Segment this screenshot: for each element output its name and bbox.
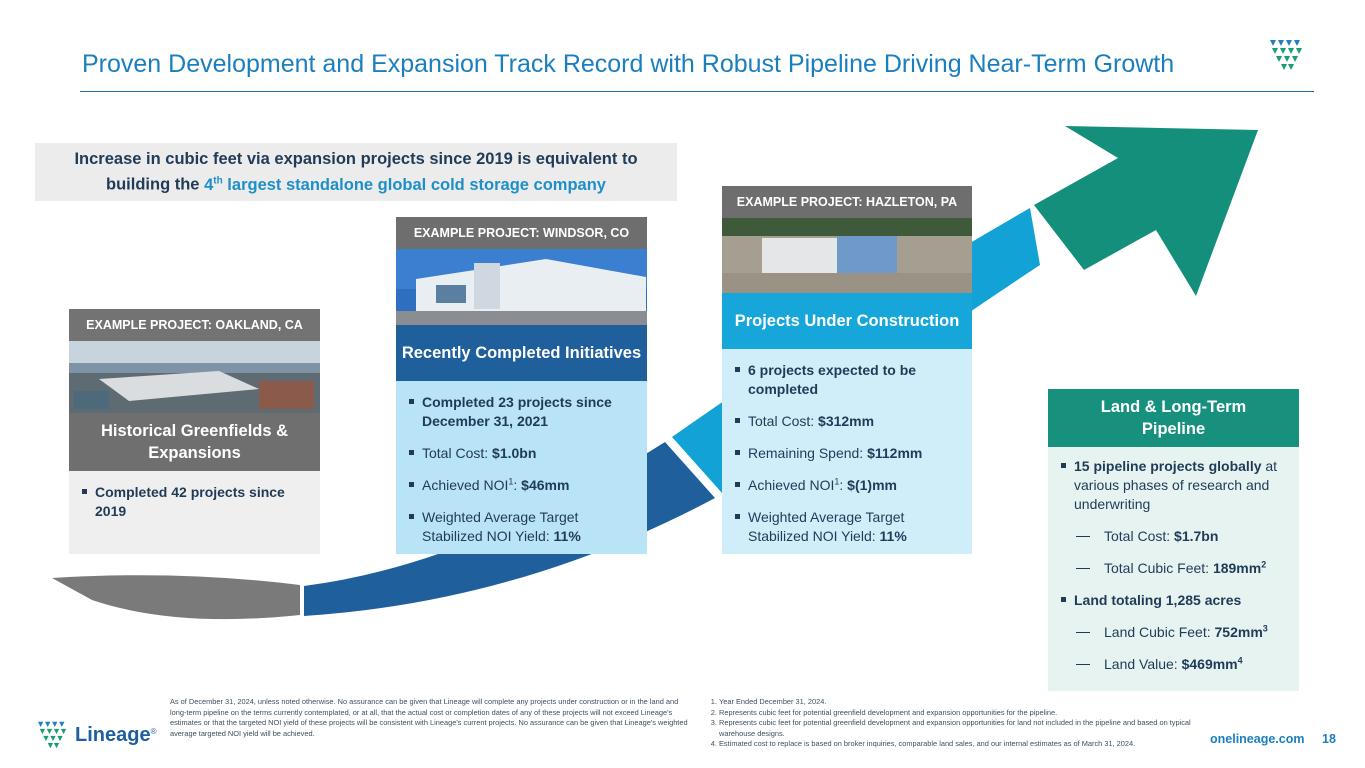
page-number: 18: [1322, 732, 1336, 746]
bullet-label: Total Cost:: [422, 445, 493, 461]
project-label-hazleton: EXAMPLE PROJECT: HAZLETON, PA: [722, 186, 972, 218]
stage-panel-construction: 6 projects expected to be completed Tota…: [722, 349, 972, 554]
bullet-item: 15 pipeline projects globally at various…: [1060, 457, 1285, 514]
footnote-item: Year Ended December 31, 2024.: [719, 697, 1197, 708]
bullet-text: Completed 42 projects since 2019: [95, 484, 285, 519]
footnote-ref: 3: [1262, 623, 1268, 634]
arrow-segment-teal: [1034, 126, 1258, 296]
bullet-item: Total Cost: $1.0bn: [408, 444, 633, 463]
footnote-ref: 2: [1261, 559, 1267, 570]
callout-highlight-text: largest standalone global cold storage c…: [222, 175, 606, 194]
footnote-ref: 1: [508, 476, 514, 487]
stage-head-historical: Historical Greenfields & Expansions: [69, 413, 320, 471]
bullet-value: $1.0bn: [492, 445, 537, 461]
stage-head-land: Land & Long-Term Pipeline: [1048, 389, 1299, 447]
lineage-logo-icon: [38, 721, 67, 749]
bullet-item: 6 projects expected to be completed: [734, 361, 958, 399]
title-divider: [80, 91, 1314, 92]
windsor-photo: [396, 249, 647, 325]
arrow-segment-gray: [52, 575, 300, 620]
project-label-oakland: EXAMPLE PROJECT: OAKLAND, CA: [69, 309, 320, 341]
footnote-item: Represents cubic feet for potential gree…: [719, 718, 1197, 739]
bullet-value: $469mm: [1181, 656, 1238, 672]
disclaimer-text: As of December 31, 2024, unless noted ot…: [170, 697, 688, 738]
callout-rank-suffix: th: [213, 175, 223, 187]
bullet-text: 15 pipeline projects globally: [1074, 458, 1262, 474]
bullet-item: Land totaling 1,285 acres: [1060, 591, 1285, 610]
sub-bullet-item: Land Cubic Feet: 752mm3: [1060, 623, 1285, 642]
bullet-item: Achieved NOI1: $46mm: [408, 476, 633, 495]
page-title: Proven Development and Expansion Track R…: [82, 50, 1175, 78]
bullet-text: Land totaling 1,285 acres: [1074, 592, 1242, 608]
footer-logo: Lineage ®: [36, 720, 156, 750]
logo-registered-mark: ®: [150, 726, 157, 736]
bullet-value: $312mm: [818, 413, 875, 429]
bullet-label: :: [839, 477, 848, 493]
oakland-photo: [69, 341, 320, 413]
stage-head-recent: Recently Completed Initiatives: [396, 325, 647, 381]
bullet-label: Land Value:: [1104, 656, 1182, 672]
bullet-item: Achieved NOI1: $(1)mm: [734, 476, 958, 495]
bullet-label: at various phases of research and underw…: [1074, 458, 1278, 512]
bullet-label: Remaining Spend:: [748, 445, 868, 461]
bullet-label: Land Cubic Feet:: [1104, 624, 1215, 640]
bullet-label: Total Cubic Feet:: [1104, 560, 1213, 576]
bullet-value: $(1)mm: [847, 477, 897, 493]
stage-panel-recent: Completed 23 projects since December 31,…: [396, 381, 647, 554]
bullet-value: 11%: [553, 528, 581, 544]
bullet-text: 6 projects expected to be completed: [748, 362, 917, 397]
stage-panel-historical: Completed 42 projects since 2019: [69, 471, 320, 554]
website-link[interactable]: onelineage.com: [1210, 732, 1305, 746]
callout-line-1: Increase in cubic feet via expansion pro…: [74, 150, 638, 169]
bullet-value: $1.7bn: [1174, 528, 1219, 544]
bullet-label: Achieved NOI: [422, 477, 509, 493]
stage-head-construction: Projects Under Construction: [722, 293, 972, 349]
bullet-value: 189mm: [1212, 560, 1262, 576]
project-label-windsor: EXAMPLE PROJECT: WINDSOR, CO: [396, 217, 647, 249]
logo-wordmark: Lineage: [75, 723, 151, 746]
hazleton-photo: [722, 218, 972, 293]
bullet-label: Weighted Average Target Stabilized NOI Y…: [748, 509, 905, 544]
sub-bullet-item: Total Cubic Feet: 189mm2: [1060, 559, 1285, 578]
footnote-item: Represents cubic feet for potential gree…: [719, 708, 1197, 719]
summary-callout: Increase in cubic feet via expansion pro…: [35, 143, 677, 201]
stage-panel-land: 15 pipeline projects globally at various…: [1048, 447, 1299, 691]
bullet-item: Completed 23 projects since December 31,…: [408, 393, 633, 431]
bullet-label: Weighted Average Target Stabilized NOI Y…: [422, 509, 579, 544]
callout-rank: 4: [204, 175, 214, 194]
lineage-shield-icon: [1270, 40, 1302, 70]
bullet-text: Completed 23 projects since December 31,…: [422, 394, 612, 429]
callout-highlight: 4th largest standalone global cold stora…: [204, 175, 606, 194]
bullet-item: Remaining Spend: $112mm: [734, 444, 958, 463]
footnote-ref: 4: [1237, 655, 1243, 666]
bullet-item: Weighted Average Target Stabilized NOI Y…: [734, 508, 958, 546]
bullet-label: :: [513, 477, 522, 493]
bullet-label: Total Cost:: [1104, 528, 1175, 544]
callout-text: building the: [106, 175, 205, 194]
bullet-label: Achieved NOI: [748, 477, 835, 493]
bullet-value: 752mm: [1214, 624, 1263, 640]
callout-line-2: building the 4th largest standalone glob…: [74, 170, 637, 196]
sub-bullet-item: Total Cost: $1.7bn: [1060, 527, 1285, 546]
bullet-item: Weighted Average Target Stabilized NOI Y…: [408, 508, 633, 546]
bullet-value: 11%: [879, 528, 907, 544]
bullet-item: Completed 42 projects since 2019: [81, 483, 306, 521]
sub-bullet-item: Land Value: $469mm4: [1060, 655, 1285, 674]
footnotes: Year Ended December 31, 2024. Represents…: [705, 697, 1197, 750]
bullet-item: Total Cost: $312mm: [734, 412, 958, 431]
bullet-value: $112mm: [867, 445, 923, 461]
footnote-ref: 1: [834, 476, 840, 487]
bullet-label: Total Cost:: [748, 413, 819, 429]
footnote-item: Estimated cost to replace is based on br…: [719, 739, 1197, 750]
bullet-value: $46mm: [521, 477, 570, 493]
